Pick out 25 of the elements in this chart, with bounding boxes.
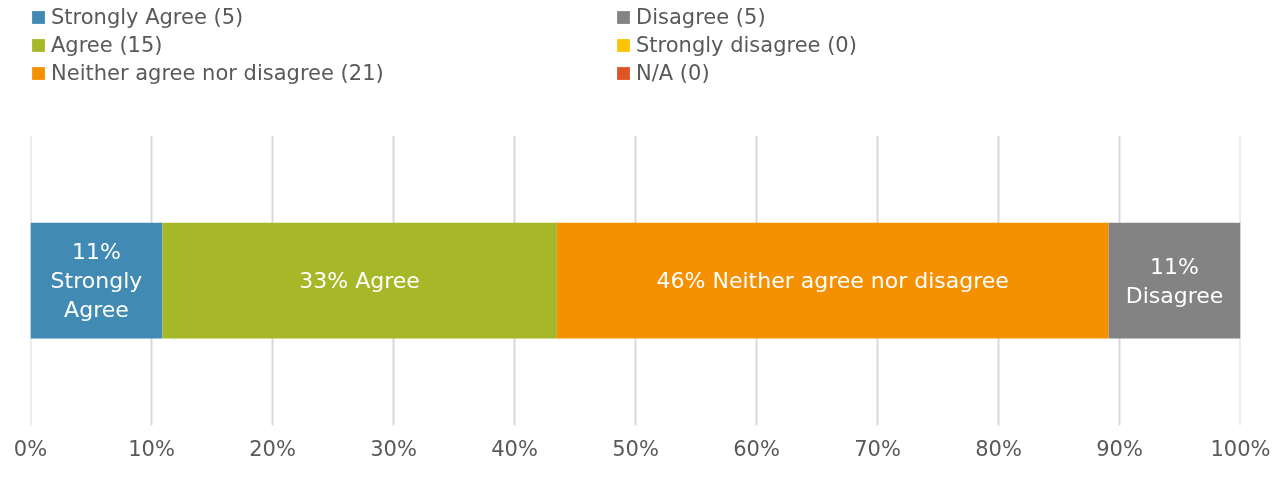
x-tick-label: 20% bbox=[249, 436, 296, 461]
data-label: 11% Disagree bbox=[1125, 253, 1224, 308]
data-label: 46% Neither agree nor disagree bbox=[656, 268, 1009, 294]
legend-label: N/A (0) bbox=[636, 61, 711, 85]
legend-label: Disagree (5) bbox=[636, 5, 767, 29]
x-tick-label: 60% bbox=[733, 436, 780, 461]
x-tick-label: 40% bbox=[491, 436, 538, 461]
legend-label: Strongly disagree (0) bbox=[636, 33, 858, 57]
bar bbox=[162, 222, 557, 339]
x-tick-label: 80% bbox=[975, 436, 1022, 461]
x-tick-label: 90% bbox=[1096, 436, 1143, 461]
x-tick-label: 10% bbox=[128, 436, 175, 461]
data-label: 33% Agree bbox=[299, 268, 420, 294]
x-tick-label: 50% bbox=[612, 436, 659, 461]
bar bbox=[556, 222, 1109, 339]
legend-label: Neither agree nor disagree (21) bbox=[51, 61, 385, 85]
legend-label: Agree (15) bbox=[51, 33, 164, 57]
x-tick-label: 0% bbox=[13, 436, 48, 461]
x-tick-label: 70% bbox=[854, 436, 901, 461]
legend-label: Strongly Agree (5) bbox=[51, 5, 245, 29]
x-tick-label: 30% bbox=[370, 436, 417, 461]
x-tick-label: 100% bbox=[1210, 436, 1271, 461]
bar bbox=[30, 222, 163, 339]
bar bbox=[1108, 222, 1241, 339]
data-label: 11% Strongly Agree bbox=[50, 239, 143, 322]
